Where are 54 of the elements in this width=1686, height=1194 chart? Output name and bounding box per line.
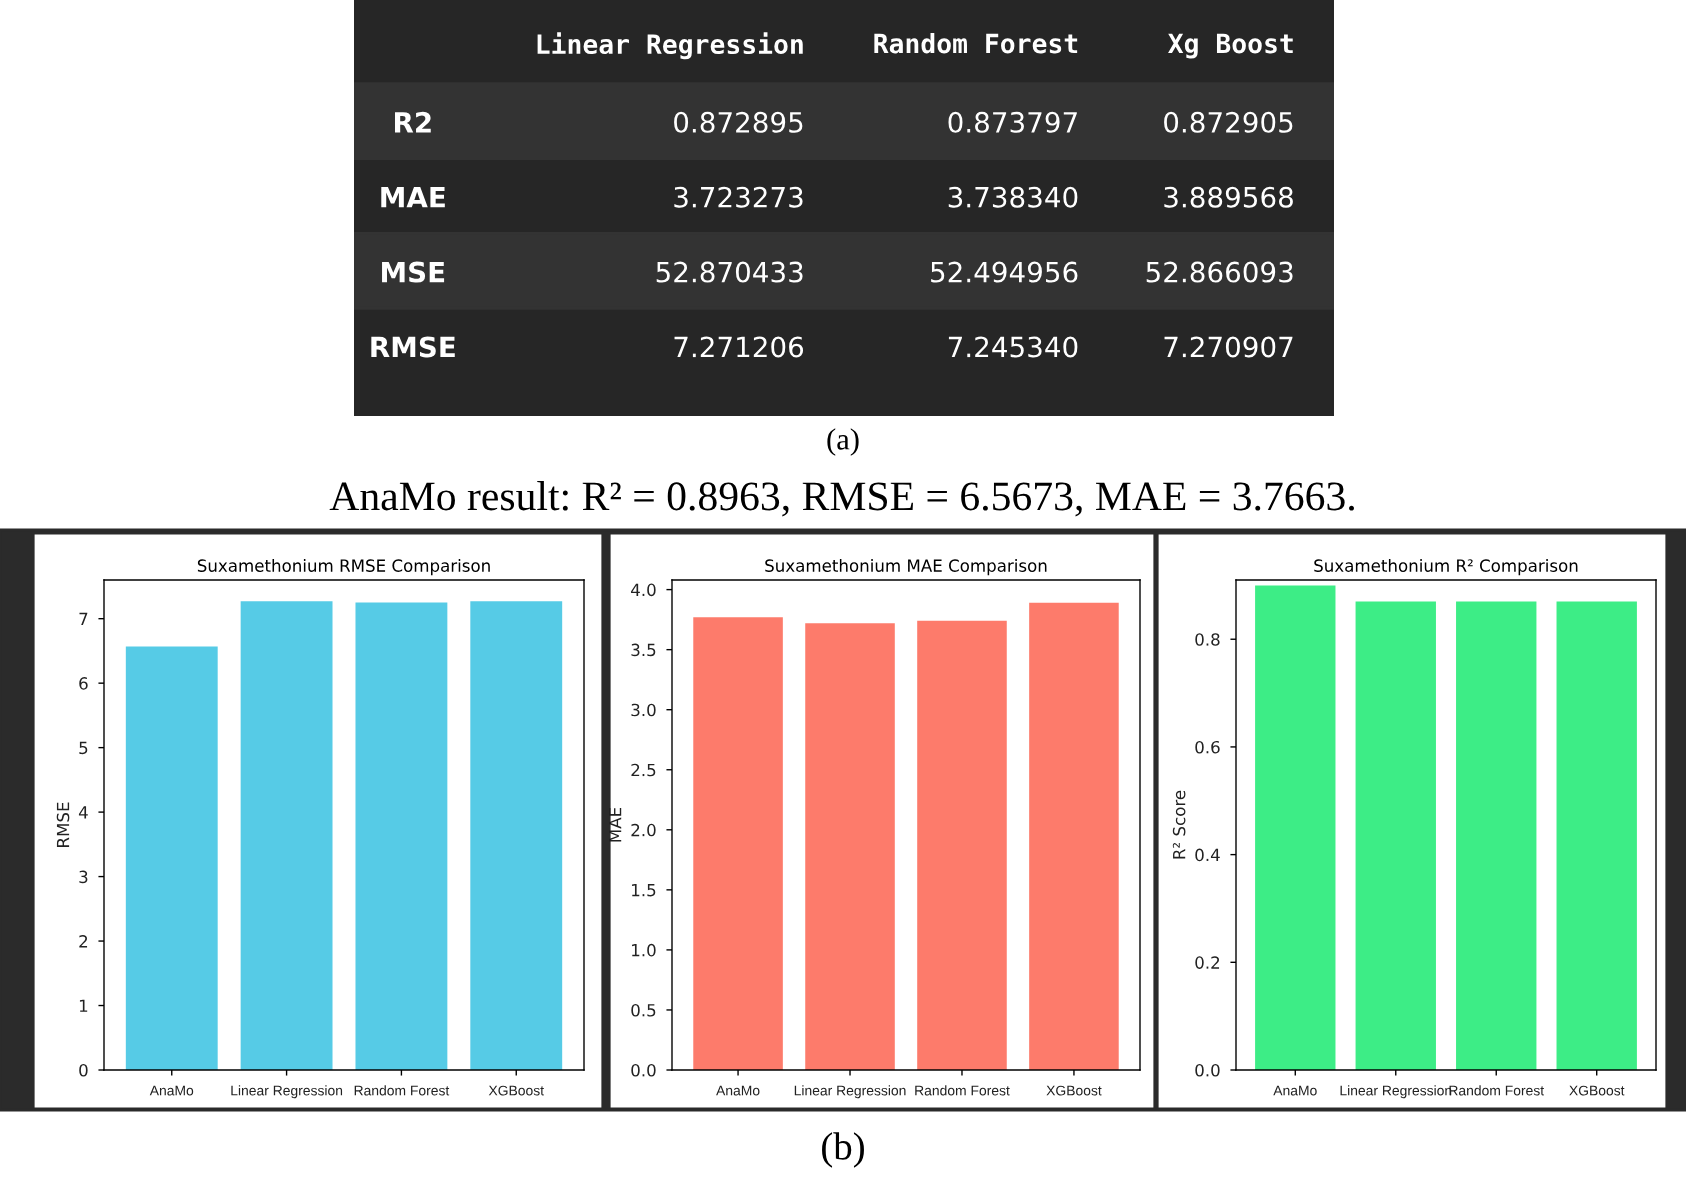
y-tick-label: 0.4: [1195, 848, 1220, 862]
category-label: MSE: [382, 261, 445, 283]
chart-title: Suxamethonium R² Comparison: [1314, 559, 1578, 576]
y-tick-label: 0.5: [631, 1003, 656, 1017]
y-tick-label: 2: [79, 935, 88, 948]
chart-title: Suxamethonium MAE Comparison: [765, 559, 1047, 576]
y-tick-label: 5: [79, 741, 88, 755]
text: 7.270907: [1164, 336, 1293, 358]
y-tick-label: 1.5: [632, 884, 656, 897]
category-label: Random Forest: [874, 32, 1078, 54]
category-label: Linear Regression: [537, 32, 803, 60]
text: 52.866093: [1146, 261, 1293, 283]
chart-title: Suxamethonium RMSE Comparison: [197, 559, 490, 576]
text: 52.494956: [931, 261, 1078, 283]
category-label: Xg Boost: [1168, 33, 1293, 59]
y-axis-title: MAE: [609, 807, 622, 842]
category-label: R2: [394, 111, 431, 133]
bar: [240, 601, 333, 1070]
text: 7.245340: [948, 336, 1078, 358]
y-tick-label: 3: [79, 870, 88, 884]
y-tick-label: 0.2: [1195, 956, 1220, 969]
text: (a): [827, 428, 859, 456]
y-tick-label: 0.0: [631, 1063, 656, 1077]
text: 0.872895: [674, 111, 803, 133]
text: 0.873797: [948, 111, 1077, 133]
y-tick-label: 0.0: [1195, 1063, 1220, 1077]
bar: [125, 646, 218, 1070]
y-tick-label: 0.8: [1195, 633, 1220, 646]
category-label: RMSE: [371, 336, 455, 358]
text: (b): [822, 1132, 864, 1168]
y-tick-label: 3.0: [631, 703, 656, 717]
y-tick-label: 4.0: [631, 583, 656, 597]
y-tick-label: 0: [79, 1063, 88, 1077]
y-tick-label: 3.5: [631, 643, 656, 657]
y-tick-label: 6: [79, 677, 88, 690]
y-tick-label: 1: [79, 999, 88, 1012]
bar: [470, 601, 563, 1070]
text: 3.738340: [948, 186, 1078, 208]
y-axis-title: R² Score: [1172, 790, 1186, 859]
category-label: MAE: [381, 187, 445, 208]
text: AnaMo result: R² = 0.8963, RMSE = 6.5673, MAE = 3.7663.: [329, 481, 1354, 517]
y-tick-label: 2.0: [631, 823, 656, 837]
text: 3.889568: [1164, 186, 1293, 208]
text: 3.723273: [674, 186, 803, 208]
text: 0.872905: [1164, 111, 1293, 133]
y-tick-label: 1.0: [632, 943, 656, 957]
y-tick-label: 7: [79, 612, 88, 626]
text: 7.271206: [674, 336, 804, 358]
text: 52.870433: [656, 261, 803, 283]
y-axis-title: RMSE: [56, 802, 70, 847]
y-tick-label: 0.6: [1195, 740, 1220, 754]
y-tick-label: 2.5: [631, 763, 656, 777]
bar: [355, 602, 448, 1070]
y-tick-label: 4: [78, 806, 88, 819]
